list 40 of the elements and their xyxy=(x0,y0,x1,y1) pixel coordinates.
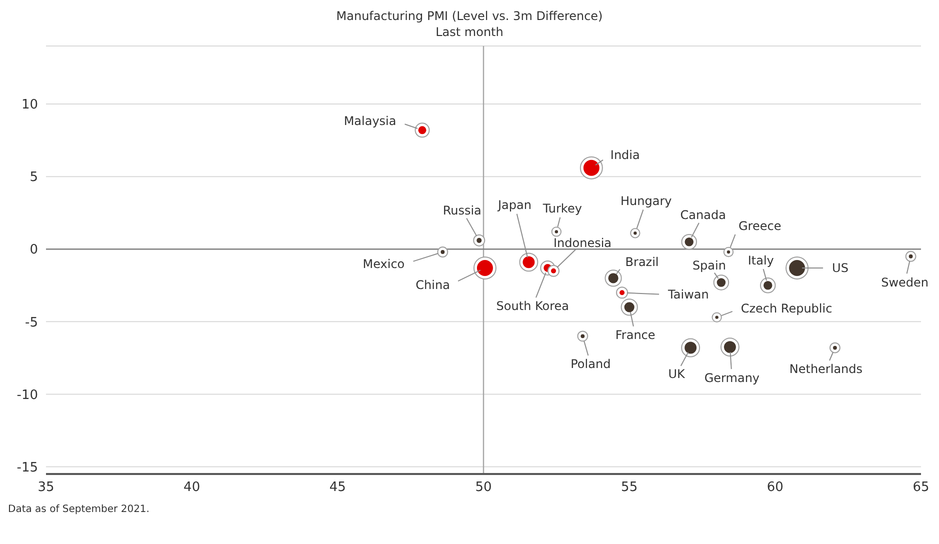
x-tick-label: 50 xyxy=(475,480,492,496)
annotation: Brazil xyxy=(625,255,659,270)
x-tick-label: 40 xyxy=(184,480,200,496)
x-tick-label: 35 xyxy=(38,480,54,496)
y-tick-label: -5 xyxy=(25,315,38,330)
annotation: Netherlands xyxy=(789,362,863,376)
y-tick-label: 0 xyxy=(30,242,38,258)
annotation: UK xyxy=(668,366,686,381)
annotation: Turkey xyxy=(542,202,582,216)
x-tick-label: 55 xyxy=(621,480,638,496)
annotation: Japan xyxy=(496,198,532,212)
y-tick-label: 5 xyxy=(30,170,38,186)
annotation: Indonesia xyxy=(553,236,612,250)
annotation: Greece xyxy=(738,219,782,234)
annotation: Spain xyxy=(692,258,726,272)
y-tick-label: -10 xyxy=(16,388,38,403)
annotation: China xyxy=(416,278,450,292)
annotation: Russia xyxy=(442,203,482,218)
annotation: India xyxy=(610,148,640,162)
annotation: South Korea xyxy=(496,298,570,313)
x-tick-label: 65 xyxy=(912,480,930,496)
text: Data as of September 2021. xyxy=(8,504,150,515)
annotation: Italy xyxy=(748,253,774,268)
x-tick-label: 60 xyxy=(766,480,784,496)
annotation: Germany xyxy=(704,371,760,386)
annotation: Canada xyxy=(680,208,726,222)
annotation: Malaysia xyxy=(344,114,396,128)
chart-subtitle: Last month xyxy=(434,24,504,40)
annotation: Sweden xyxy=(881,275,929,290)
annotation: Taiwan xyxy=(667,288,709,302)
annotation: US xyxy=(832,260,848,275)
y-tick-label: 10 xyxy=(21,98,38,113)
x-tick-label: 45 xyxy=(329,480,346,496)
annotation: Czech Republic xyxy=(740,301,832,316)
chart-title: Manufacturing PMI (Level vs. 3m Difference) xyxy=(335,8,604,24)
annotation: Poland xyxy=(570,357,611,372)
y-tick-label: -15 xyxy=(16,460,38,476)
annotation: Mexico xyxy=(362,257,405,272)
annotation: Hungary xyxy=(620,194,672,208)
annotation: France xyxy=(615,328,656,342)
